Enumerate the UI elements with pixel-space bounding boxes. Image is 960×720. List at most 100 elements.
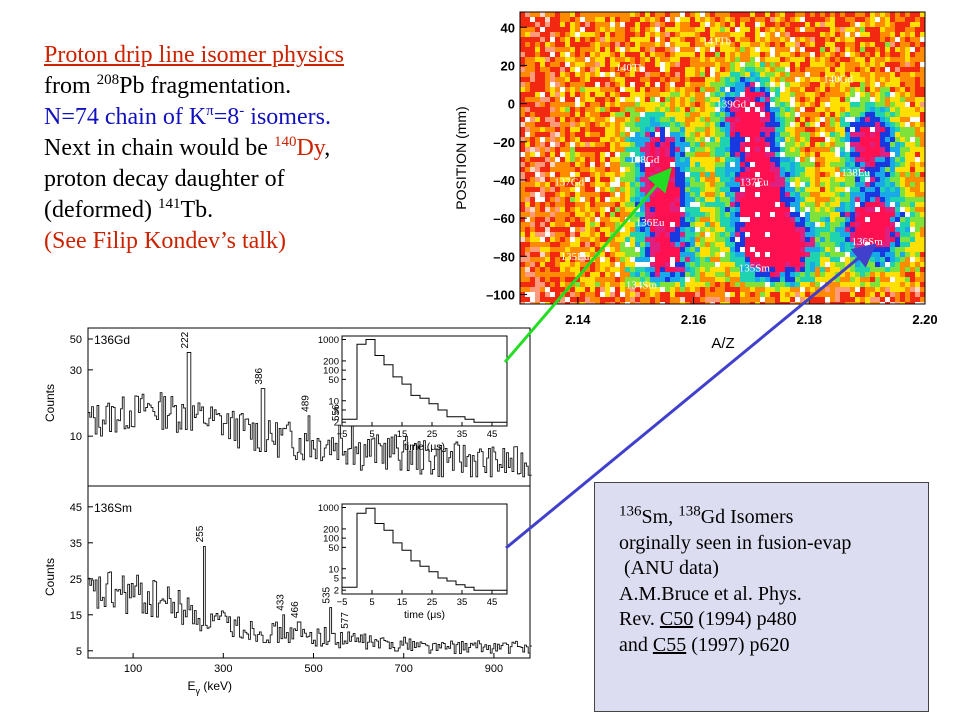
- info-line-6: and C55 (1997) p620: [619, 633, 790, 656]
- panel-label: 136Gd: [94, 333, 130, 347]
- y-tick-label: 20: [501, 58, 515, 73]
- y-tick-label: 35: [70, 538, 82, 550]
- y-tick-label: –100: [486, 287, 515, 302]
- inset-y-tick-label: 10: [328, 396, 339, 407]
- x-tick-label: 100: [124, 663, 142, 675]
- inset-y-tick-label: 1000: [318, 335, 339, 346]
- inset-y-tick-label: 2: [334, 418, 339, 429]
- nuclide-label: 137Eu: [740, 177, 769, 189]
- inset-x-tick-label: 15: [397, 429, 408, 440]
- text-line-7: (See Filip Kondev’s talk): [44, 228, 286, 254]
- inset-x-tick-label: −5: [337, 429, 348, 440]
- nuclide-label: 140Tb: [616, 62, 645, 74]
- decay-histogram: [342, 507, 507, 591]
- y-tick-label: 5: [76, 646, 82, 658]
- y-tick-label: –20: [493, 135, 515, 150]
- peak-label: 556: [331, 404, 342, 421]
- y-tick-label: –80: [493, 249, 515, 264]
- decay-histogram: [342, 339, 507, 423]
- identification-plot: 141Tb 140Tb 140Gd 139Gd 138Gd 138Eu 137Gd 137Eu…: [453, 11, 938, 352]
- nuclide-label: 135Eu: [561, 251, 590, 263]
- inset-y-tick-label: 100: [323, 366, 339, 377]
- inset-y-tick-label: 1000: [318, 503, 339, 514]
- inset-x-tick-label: 35: [457, 429, 468, 440]
- nuclide-label: 136Sm: [852, 236, 884, 248]
- title-line: Proton drip line isomer physics: [44, 42, 344, 68]
- peak-label: 489: [301, 395, 312, 412]
- x-axis-label: Eγ (keV): [188, 679, 233, 696]
- text-line-6: (deformed) 141Tb.: [44, 196, 214, 224]
- text-line-5: proton decay daughter of: [44, 166, 285, 192]
- x-tick-label: 300: [214, 663, 232, 675]
- text-line-4: Next in chain would be 140Dy,: [44, 134, 331, 162]
- y-tick-label: 10: [70, 431, 82, 443]
- nuclide-label: 136Eu: [636, 217, 665, 229]
- nuclide-label: 138Gd: [629, 154, 659, 166]
- inset-x-tick-label: 5: [369, 429, 374, 440]
- nuclide-label: 135Sm: [739, 263, 771, 275]
- inset-y-tick-label: 2: [334, 586, 339, 597]
- inset-y-tick-label: 200: [323, 356, 339, 367]
- inset-x-axis-label: time (μs): [404, 609, 445, 621]
- x-tick-label: 500: [304, 663, 322, 675]
- peak-label: 433: [275, 594, 286, 611]
- inset-x-tick-label: 25: [427, 429, 438, 440]
- inset-x-axis-label: time (μs): [404, 441, 445, 453]
- peak-label: 535: [321, 586, 332, 603]
- nuclide-label: 137Gd: [554, 177, 584, 189]
- description-text: Proton drip line isomer physics from 208…: [44, 40, 444, 257]
- text-line-3: N=74 chain of Kπ=8- isomers.: [44, 103, 331, 131]
- peak-label: 577: [340, 612, 351, 629]
- inset-y-tick-label: 50: [328, 375, 339, 386]
- info-line-2: orginally seen in fusion-evap: [619, 531, 852, 554]
- spectrum-line: [88, 545, 532, 655]
- nuclide-label: 140Gd: [823, 74, 853, 86]
- x-tick-label: 2.16: [681, 312, 706, 327]
- inset-x-tick-label: 45: [487, 597, 498, 608]
- info-line-1: 136Sm, 138Gd Isomers: [619, 503, 794, 528]
- y-axis-label: Counts: [43, 384, 57, 422]
- text-line-2: from 208Pb fragmentation.: [44, 72, 292, 100]
- peak-label: 386: [254, 367, 265, 384]
- y-tick-label: 50: [70, 334, 82, 346]
- y-tick-label: 25: [70, 574, 82, 586]
- inset-frame: [341, 503, 508, 595]
- peak-label: 466: [290, 601, 301, 618]
- inset-x-tick-label: −5: [337, 597, 348, 608]
- y-tick-label: 0: [508, 97, 515, 112]
- x-tick-label: 2.20: [912, 312, 937, 327]
- nuclide-label: 138Eu: [841, 167, 870, 179]
- y-tick-label: –60: [493, 211, 515, 226]
- inset-y-tick-label: 50: [328, 543, 339, 554]
- info-line-5: Rev. C50 (1994) p480: [619, 608, 797, 630]
- inset-y-tick-label: 10: [328, 564, 339, 575]
- y-tick-label: –40: [493, 173, 515, 188]
- x-tick-label: 2.18: [797, 312, 822, 327]
- inset-y-tick-label: 100: [323, 534, 339, 545]
- info-line-3: (ANU data): [619, 557, 719, 579]
- inset-x-tick-label: 35: [457, 597, 468, 608]
- info-line-4: A.M.Bruce et al. Phys.: [619, 582, 802, 605]
- inset-y-tick-label: 5: [334, 573, 339, 584]
- inset-y-tick-label: 5: [334, 405, 339, 416]
- y-tick-label: 30: [70, 365, 82, 377]
- y-axis-label: POSITION (mm): [453, 106, 469, 209]
- panel-label: 136Sm: [94, 501, 132, 515]
- y-tick-label: 15: [70, 610, 82, 622]
- info-box: 136Sm, 138Gd Isomers orginally seen in f…: [594, 482, 929, 712]
- x-axis-label: A/Z: [711, 335, 734, 352]
- inset-frame: [341, 335, 508, 427]
- spectrum-line: [88, 352, 532, 478]
- peak-label: 255: [195, 525, 206, 542]
- nuclide-label: 139Gd: [716, 98, 746, 110]
- inset-x-tick-label: 25: [427, 597, 438, 608]
- y-tick-label: 40: [501, 20, 515, 35]
- x-tick-label: 700: [395, 663, 413, 675]
- inset-x-tick-label: 5: [369, 597, 374, 608]
- peak-label: 222: [180, 331, 191, 348]
- y-axis-label: Counts: [43, 558, 57, 596]
- nuclide-label: 134Sm: [626, 280, 658, 292]
- x-tick-label: 2.14: [565, 312, 591, 327]
- nuclide-label: 141Tb: [702, 35, 731, 47]
- x-tick-label: 900: [485, 663, 503, 675]
